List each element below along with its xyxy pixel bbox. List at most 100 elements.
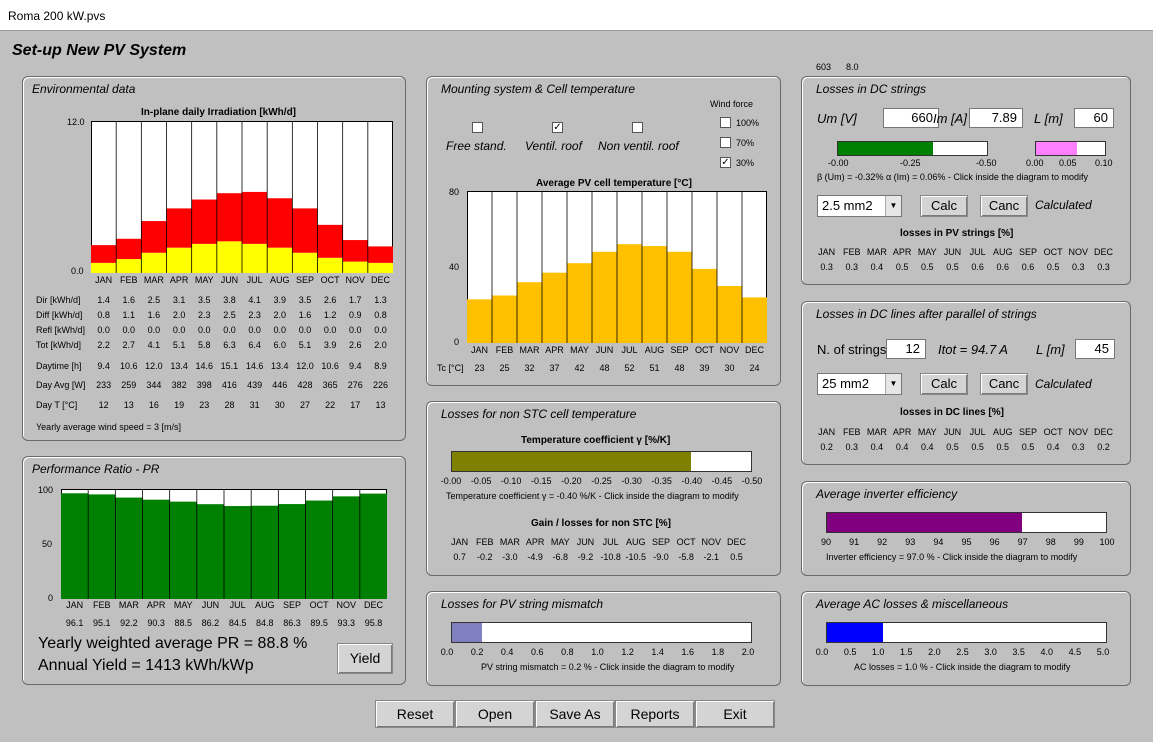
env-row-label: Daytime [h]: [36, 361, 82, 371]
dc-lines-calculated: Calculated: [1035, 377, 1092, 391]
cell-temp-month-axis: JAN FEB MAR APR MAY JUN JUL AUG SEP OCT NOV DEC: [467, 345, 767, 355]
wind-100-checkbox[interactable]: [720, 117, 731, 128]
wind-30-label: 30%: [736, 158, 755, 168]
dc-lines-section-select[interactable]: 25 mm2 ▼: [817, 373, 902, 395]
inverter-note: Inverter efficiency = 97.0 % - Click ins…: [826, 552, 1078, 562]
diffuse-bar: [116, 259, 142, 273]
save-as-button[interactable]: Save As: [535, 700, 615, 728]
pr-value: 84.5: [228, 618, 247, 628]
alpha-tick-2: 0.10: [1095, 158, 1113, 168]
pr-value: 89.5: [310, 618, 328, 628]
yield-button[interactable]: Yield: [337, 643, 393, 674]
bar-tick-label: 5.0: [1096, 647, 1110, 657]
env-value: 226: [372, 380, 388, 390]
bar-tick-label: 0.0: [440, 647, 454, 657]
pr-y100: 100: [38, 485, 54, 495]
month-label: AUG: [626, 537, 646, 547]
pr-bar: [115, 497, 143, 599]
pv-strings-losses-row: 0.3 0.3 0.4 0.5 0.5 0.5 0.6 0.6 0.6 0.5 0.3 0.3: [814, 262, 1116, 272]
month-label: JUL: [229, 600, 246, 610]
wind-70-checkbox[interactable]: [720, 137, 731, 148]
environmental-panel: Environmental data In-plane daily Irradi…: [22, 76, 406, 441]
bar-tick-label: -0.15: [531, 476, 552, 486]
ventil-roof-checkbox[interactable]: ✓: [552, 122, 563, 133]
yearly-pr-text: Yearly weighted average PR = 88.8 %: [38, 635, 308, 652]
env-value: 0.0: [223, 325, 236, 335]
pv-strings-loss-value: 0.6: [996, 262, 1010, 272]
month-label: FEB: [843, 247, 861, 257]
gain-value: -4.9: [527, 552, 543, 562]
dc-lines-calc-button[interactable]: Calc: [920, 373, 968, 395]
env-row-label: Dir [kWh/d]: [36, 295, 81, 305]
month-label: JUL: [602, 537, 619, 547]
cell-temp-bar: [642, 246, 667, 343]
temp-coefficient-bar[interactable]: [451, 451, 752, 472]
tc-value: 52: [624, 363, 635, 373]
month-label: APR: [169, 275, 189, 285]
env-value: 1.6: [298, 310, 312, 320]
bar-tick-label: -0.40: [681, 476, 703, 486]
mismatch-bar[interactable]: [451, 622, 752, 643]
inverter-bar[interactable]: [826, 512, 1107, 533]
um-input[interactable]: 660: [883, 108, 939, 128]
inverter-panel: Average inverter efficiency 90 91 92 93 94 95…: [801, 481, 1131, 576]
dc-string-calc-button[interactable]: Calc: [920, 195, 968, 217]
wind-30-checkbox[interactable]: ✓: [720, 157, 731, 168]
bar-tick-label: 0.0: [815, 647, 829, 657]
non-ventil-roof-checkbox[interactable]: [632, 122, 643, 133]
non-stc-panel: Losses for non STC cell temperature Temp…: [426, 401, 781, 576]
n-strings-input[interactable]: 12: [886, 339, 926, 359]
env-value: 6.3: [223, 340, 236, 350]
dc-string-section-select[interactable]: 2.5 mm2 ▼: [817, 195, 902, 217]
env-value: 0.0: [349, 325, 362, 335]
month-label: MAY: [570, 345, 589, 355]
env-value: 3.8: [223, 295, 236, 305]
ac-losses-fill: [827, 623, 883, 642]
pv-strings-loss-value: 0.5: [946, 262, 959, 272]
alpha-bar[interactable]: [1035, 141, 1106, 156]
gain-value: -6.8: [552, 552, 569, 562]
env-row-label: Refl [kWh/d]: [36, 325, 86, 335]
irradiation-chart[interactable]: [91, 121, 393, 273]
n-strings-label: N. of strings: [817, 342, 887, 357]
dc-lines-canc-button[interactable]: Canc: [980, 373, 1028, 395]
free-stand-checkbox[interactable]: [472, 122, 483, 133]
env-value: 259: [121, 380, 137, 390]
l-input[interactable]: 60: [1074, 108, 1114, 128]
env-value: 16: [148, 400, 159, 410]
month-label: JUN: [943, 247, 962, 257]
env-row-values: 12 13 16 19 23 28 31 30 27 22 17 13: [91, 400, 393, 410]
beta-fill: [838, 142, 934, 155]
im-input[interactable]: 7.89: [969, 108, 1023, 128]
pv-strings-loss-value: 0.3: [845, 262, 859, 272]
bar-tick-label: 91: [849, 537, 860, 547]
open-button[interactable]: Open: [455, 700, 535, 728]
dc-lines-l-input[interactable]: 45: [1075, 339, 1115, 359]
diffuse-bar: [292, 252, 318, 273]
month-label: JAN: [66, 600, 84, 610]
month-label: DEC: [363, 600, 383, 610]
month-label: FEB: [843, 427, 861, 437]
reset-button[interactable]: Reset: [375, 700, 455, 728]
page-title: Set-up New PV System: [12, 42, 187, 59]
reports-button[interactable]: Reports: [615, 700, 695, 728]
ac-losses-bar[interactable]: [826, 622, 1107, 643]
beta-tick-0: -0.00: [828, 158, 849, 168]
env-value: 14.6: [245, 361, 264, 371]
gain-value: -0.2: [477, 552, 493, 562]
exit-button[interactable]: Exit: [695, 700, 775, 728]
dc-string-canc-button[interactable]: Canc: [980, 195, 1028, 217]
env-value: 4.1: [147, 340, 161, 350]
dc-lines-loss-value: 0.4: [895, 442, 909, 452]
beta-bar[interactable]: [837, 141, 988, 156]
env-value: 31: [249, 400, 260, 410]
month-label: OCT: [1043, 427, 1063, 437]
pv-strings-loss-value: 0.5: [895, 262, 909, 272]
env-value: 12.0: [145, 361, 163, 371]
mismatch-title: Losses for PV string mismatch: [441, 597, 604, 611]
bar-tick-label: 4.0: [1040, 647, 1054, 657]
pr-month-axis: JAN FEB MAR APR MAY JUN JUL AUG SEP OCT NOV DEC: [61, 600, 387, 610]
dc-string-section-value: 2.5 mm2: [822, 198, 873, 213]
month-label: JUL: [246, 275, 263, 285]
env-row-values: 0.0 0.0 0.0 0.0 0.0 0.0 0.0 0.0 0.0 0.0 0.0 0.0: [91, 325, 393, 335]
